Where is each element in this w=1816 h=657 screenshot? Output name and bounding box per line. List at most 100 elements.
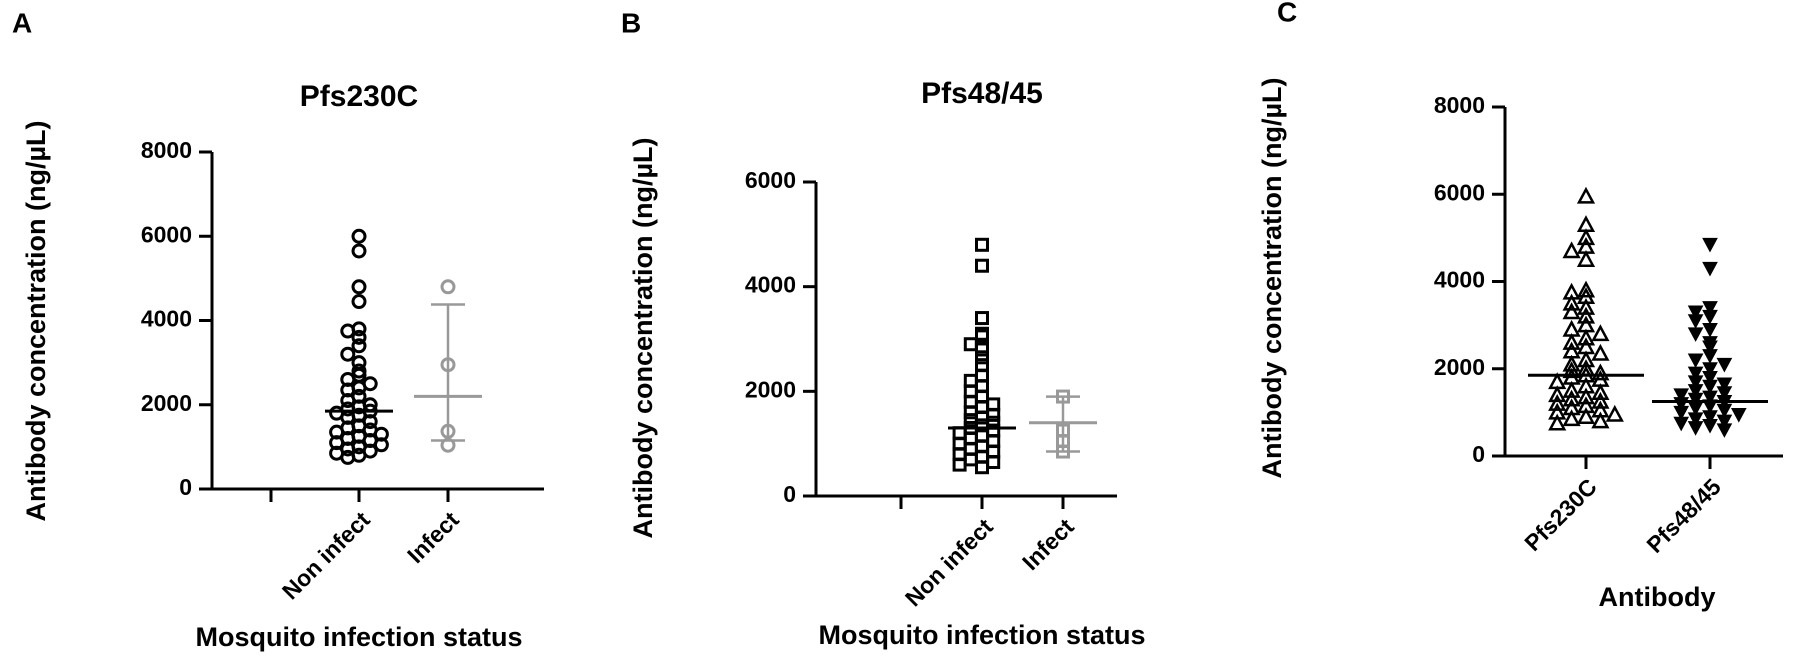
x-axis-label: Mosquito infection status	[819, 620, 1146, 650]
panel: A Pfs230C Antibody concentration (ng/µL) Mo…	[12, 7, 544, 652]
data-point	[963, 337, 978, 352]
data-point	[1576, 306, 1596, 324]
y-tick-label: 2000	[141, 390, 192, 416]
panel-letter: B	[621, 7, 641, 38]
data-point	[1687, 366, 1704, 382]
y-tick-label: 2000	[745, 376, 796, 402]
data-point	[1687, 412, 1704, 427]
data-point	[1591, 411, 1610, 429]
data-point	[1730, 408, 1747, 423]
panel: B Pfs48/45 Antibody concentration (ng/µL) M…	[621, 7, 1146, 650]
x-axis-label: Mosquito infection status	[196, 622, 523, 652]
data-point	[975, 237, 989, 252]
x-tick-label: Pfs230C	[1519, 473, 1602, 556]
data-point	[1702, 399, 1718, 414]
panel-letter: A	[12, 7, 32, 38]
data-point	[1687, 392, 1704, 408]
data-point	[1716, 414, 1733, 430]
data-point	[440, 279, 456, 295]
data-point	[340, 346, 356, 362]
y-tick-label: 0	[783, 481, 796, 507]
data-point	[1591, 391, 1610, 409]
data-point	[1702, 390, 1718, 406]
data-point	[1702, 309, 1718, 325]
panel-letter: C	[1277, 0, 1297, 27]
x-tick-label: Pfs48/45	[1641, 473, 1726, 558]
data-point	[1562, 361, 1581, 379]
data-point	[373, 437, 389, 453]
data-point	[1576, 280, 1596, 298]
data-point	[1562, 409, 1581, 427]
data-point	[1562, 389, 1581, 407]
y-axis-label: Antibody concentration (ng/µL)	[1257, 77, 1287, 478]
y-tick-label: 6000	[745, 167, 796, 193]
data-point	[1591, 363, 1610, 381]
data-point	[1576, 250, 1596, 267]
y-axis-label: Antibody concentration (ng/µL)	[628, 137, 658, 538]
data-point	[1687, 305, 1704, 321]
y-tick-label: 8000	[1434, 92, 1485, 118]
y-tick-label: 0	[1472, 441, 1485, 467]
data-point	[1576, 298, 1596, 315]
data-point	[1702, 340, 1718, 355]
y-tick-label: 4000	[141, 306, 192, 332]
data-point	[1548, 394, 1567, 411]
data-point	[340, 449, 356, 465]
data-point	[1562, 293, 1581, 311]
y-axis-label: Antibody concentration (ng/µL)	[21, 120, 51, 521]
data-point	[952, 457, 967, 472]
y-tick-label: 6000	[141, 221, 192, 247]
data-point	[1562, 332, 1581, 350]
data-point	[1687, 353, 1704, 369]
panel: C Antibody concentration (ng/µL) Antibody 0…	[1257, 0, 1783, 612]
data-point	[1716, 386, 1733, 401]
data-point	[1576, 407, 1596, 424]
data-point	[1702, 322, 1718, 338]
data-point	[351, 338, 367, 354]
y-tick-label: 6000	[1434, 179, 1485, 205]
data-point	[1673, 405, 1690, 421]
data-point	[1562, 241, 1581, 259]
chart-title: Pfs230C	[300, 80, 418, 113]
data-point	[1716, 423, 1733, 438]
data-point	[1702, 261, 1718, 277]
data-point	[351, 243, 367, 259]
x-axis-label: Antibody	[1599, 582, 1716, 612]
data-point	[1673, 388, 1690, 403]
data-point	[1702, 370, 1718, 386]
data-point	[1576, 186, 1596, 204]
chart-title: Pfs48/45	[921, 77, 1043, 110]
data-point	[1591, 343, 1610, 361]
y-tick-label: 8000	[141, 137, 192, 163]
data-point	[1702, 379, 1718, 395]
x-tick-label: Non infect	[277, 506, 375, 604]
data-point	[1716, 357, 1733, 373]
data-point	[1702, 418, 1718, 434]
data-point	[351, 294, 367, 310]
data-point	[1702, 410, 1718, 425]
y-tick-label: 4000	[745, 272, 796, 298]
data-point	[1702, 301, 1718, 316]
x-tick-label: Infect	[402, 506, 464, 568]
data-point	[975, 329, 989, 344]
data-point	[1576, 387, 1596, 405]
data-point	[1702, 237, 1718, 253]
y-tick-label: 4000	[1434, 267, 1485, 293]
data-point	[1716, 377, 1733, 393]
data-point	[975, 342, 989, 357]
data-point	[1576, 328, 1596, 346]
data-point	[1687, 314, 1704, 329]
data-point	[975, 350, 989, 365]
data-point	[975, 258, 989, 273]
data-point	[1562, 380, 1581, 398]
data-point	[340, 393, 356, 409]
data-point	[1687, 375, 1704, 390]
data-point	[351, 279, 367, 295]
data-point	[351, 228, 367, 244]
data-point	[1716, 403, 1733, 419]
y-tick-label: 0	[179, 474, 192, 500]
x-tick-label: Non infect	[900, 513, 998, 611]
data-point	[1605, 404, 1624, 422]
x-tick-label: Infect	[1017, 513, 1079, 575]
